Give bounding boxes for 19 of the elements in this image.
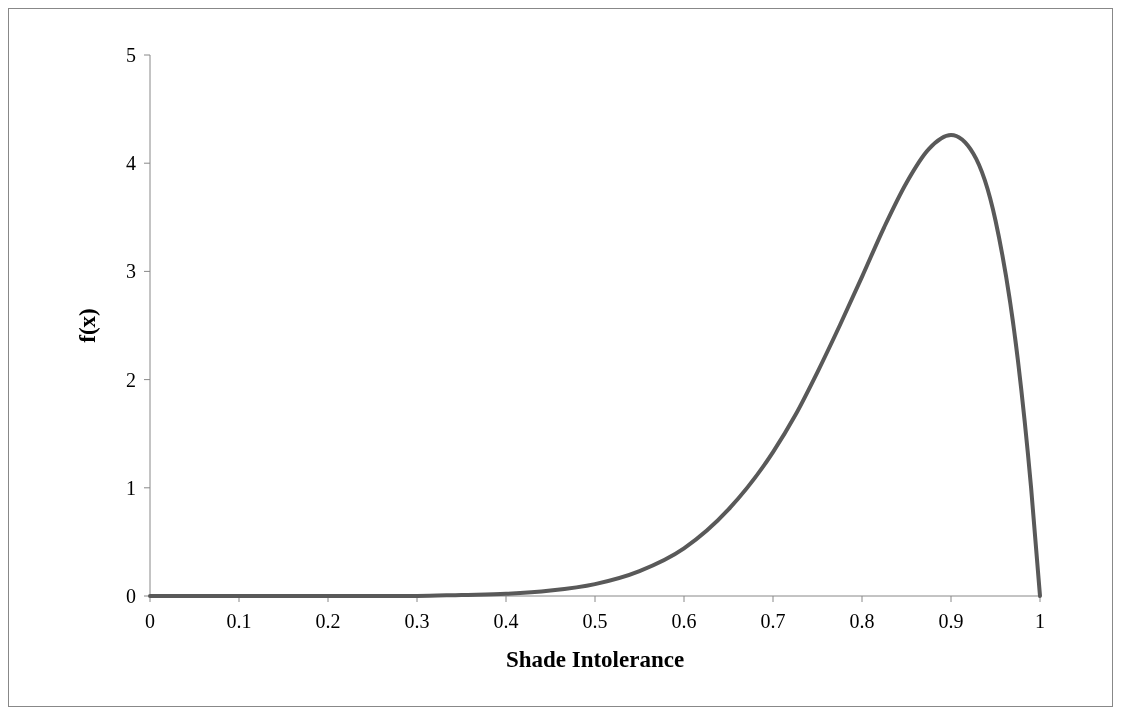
x-tick-label: 0.3 [404,610,430,632]
y-tick-label: 3 [126,260,136,283]
y-tick-label: 5 [126,44,136,66]
x-tick-label: 0 [145,610,155,632]
x-tick-label: 0.7 [760,610,786,632]
x-tick-label: 0.8 [849,610,875,632]
y-tick-label: 4 [126,152,136,175]
x-tick-label: 0.4 [493,610,519,632]
y-tick-label: 0 [126,585,136,607]
y-axis-title: f(x) [75,308,100,343]
y-tick-label: 1 [126,476,136,499]
x-tick-label: 0.1 [226,610,252,632]
x-tick-label: 0.5 [582,610,608,632]
x-tick-label: 0.9 [938,610,964,632]
y-tick-label: 2 [126,368,136,391]
x-tick-label: 1 [1035,610,1045,632]
x-axis-title: Shade Intolerance [505,647,685,672]
x-tick-label: 0.6 [671,610,697,632]
x-tick-label: 0.2 [315,610,341,632]
